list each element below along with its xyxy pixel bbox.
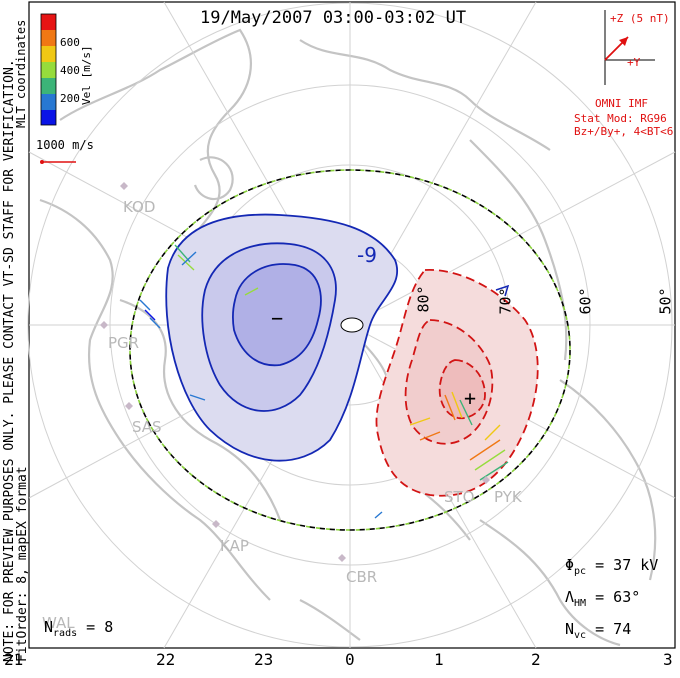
station-wal: WAL bbox=[42, 614, 75, 632]
velocity-vectors bbox=[139, 244, 509, 519]
fit-order: FitOrder: 8, mapEX format bbox=[15, 466, 30, 662]
hm-boundary bbox=[129, 169, 571, 531]
mlt-tick-22: 22 bbox=[156, 650, 176, 669]
lat-label-80: 80° bbox=[414, 285, 433, 313]
imf-source: OMNI IMF bbox=[595, 97, 648, 110]
max-marker: + bbox=[464, 386, 476, 410]
station-kap: KAP bbox=[220, 537, 249, 555]
station-markers bbox=[100, 182, 490, 562]
stat-nrads: Nrads = 8 bbox=[44, 618, 114, 639]
colorbar-tick-400: 400 bbox=[60, 64, 80, 77]
velocity-scale-label: 1000 m/s bbox=[36, 138, 94, 152]
colorbar-tick-600: 600 bbox=[60, 36, 80, 49]
station-pyk: PYK bbox=[494, 488, 522, 506]
mlt-tick-21: 21 bbox=[4, 650, 24, 669]
colorbar-tick-200: 200 bbox=[60, 92, 80, 105]
stat-phi-pc: Φpc = 37 kV bbox=[565, 556, 659, 577]
imf-conditions: Bz+/By+, 4<BT<6 bbox=[574, 125, 674, 138]
min-marker: − bbox=[271, 306, 283, 330]
imf-z-label: +Z (5 nT) bbox=[610, 12, 670, 25]
positive-cell bbox=[375, 269, 539, 497]
mlt-coords: MLT coordinates bbox=[14, 19, 28, 128]
stat-lambda-hm: ΛHM = 63° bbox=[565, 588, 641, 609]
imf-y-label: +Y bbox=[627, 56, 641, 69]
mlt-tick-3: 3 bbox=[663, 650, 673, 669]
station-sas: SAS bbox=[132, 418, 162, 436]
station-cbr: CBR bbox=[346, 568, 378, 586]
negative-contour-label: -9 bbox=[357, 243, 377, 267]
station-pgr: PGR bbox=[108, 334, 140, 352]
mlt-tick-23: 23 bbox=[254, 650, 274, 669]
colorbar-label: Vel [m/s] bbox=[80, 45, 93, 105]
stat-nvc: Nvc = 74 bbox=[565, 620, 632, 641]
map-title: 19/May/2007 03:00-03:02 UT bbox=[200, 8, 467, 28]
imf-clock bbox=[604, 10, 655, 85]
imf-model: Stat Mod: RG96 bbox=[574, 112, 667, 125]
lat-label-60: 60° bbox=[576, 287, 595, 315]
station-sto: STO bbox=[444, 488, 475, 506]
mlt-tick-0: 0 bbox=[345, 650, 355, 669]
mlt-tick-1: 1 bbox=[434, 650, 444, 669]
lat-label-50: 50° bbox=[656, 287, 675, 315]
mlt-tick-2: 2 bbox=[531, 650, 541, 669]
colorbar bbox=[40, 13, 57, 126]
velocity-scale-vector bbox=[40, 160, 76, 164]
lat-label-70: 70° bbox=[496, 287, 515, 315]
station-kod: KOD bbox=[123, 198, 156, 216]
pole-marker bbox=[340, 317, 364, 333]
